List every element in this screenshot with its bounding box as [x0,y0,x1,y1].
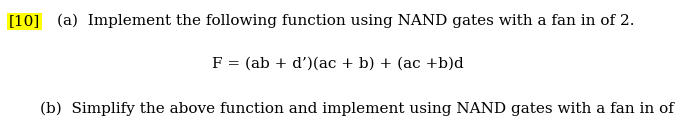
Text: (b)  Simplify the above function and implement using NAND gates with a fan in of: (b) Simplify the above function and impl… [40,102,675,116]
Text: F = (ab + d’)(ac + b) + (ac +b)d: F = (ab + d’)(ac + b) + (ac +b)d [212,56,463,70]
Text: (a)  Implement the following function using NAND gates with a fan in of 2.: (a) Implement the following function usi… [57,14,635,28]
Text: [10]: [10] [9,14,40,28]
